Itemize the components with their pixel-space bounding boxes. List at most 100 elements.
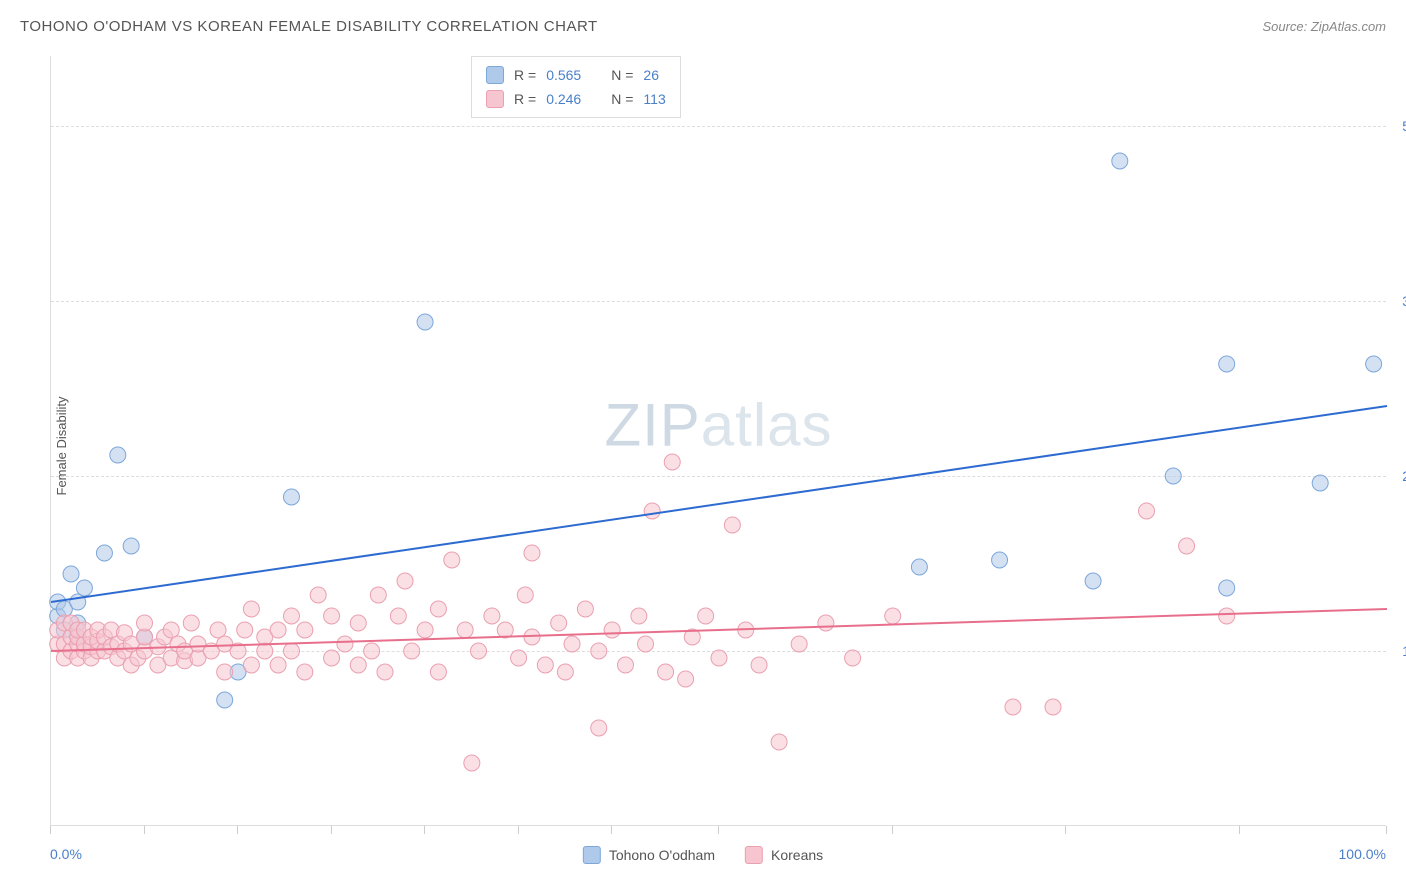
data-point <box>1045 699 1061 715</box>
data-point <box>1219 580 1235 596</box>
y-tick-label: 25.0% <box>1402 468 1406 484</box>
data-point <box>270 622 286 638</box>
data-point <box>1179 538 1195 554</box>
data-point <box>76 580 92 596</box>
data-point <box>457 622 473 638</box>
x-tick <box>1239 826 1240 834</box>
series-name: Koreans <box>771 847 823 863</box>
x-tick <box>611 826 612 834</box>
data-point <box>350 657 366 673</box>
x-axis-min: 0.0% <box>50 846 82 862</box>
data-point <box>698 608 714 624</box>
data-point <box>1005 699 1021 715</box>
data-point <box>638 636 654 652</box>
data-point <box>270 657 286 673</box>
data-point <box>564 636 580 652</box>
data-point <box>123 538 139 554</box>
y-tick-label: 12.5% <box>1402 643 1406 659</box>
data-point <box>350 615 366 631</box>
legend-n-value: 113 <box>643 91 665 107</box>
data-point <box>678 671 694 687</box>
data-point <box>524 545 540 561</box>
data-point <box>63 566 79 582</box>
data-point <box>557 664 573 680</box>
source-label: Source: ZipAtlas.com <box>1262 19 1386 34</box>
data-point <box>724 517 740 533</box>
data-point <box>1112 153 1128 169</box>
series-legend-item: Tohono O'odham <box>583 846 715 864</box>
legend-swatch <box>745 846 763 864</box>
data-point <box>1165 468 1181 484</box>
data-point <box>324 650 340 666</box>
x-tick <box>50 826 51 834</box>
legend-n-label: N = <box>611 67 633 83</box>
data-point <box>217 664 233 680</box>
data-point <box>297 664 313 680</box>
data-point <box>617 657 633 673</box>
data-point <box>217 692 233 708</box>
data-point <box>845 650 861 666</box>
data-point <box>711 650 727 666</box>
data-point <box>511 650 527 666</box>
data-point <box>96 545 112 561</box>
data-point <box>591 643 607 659</box>
scatter-svg <box>51 56 1386 825</box>
chart-title: TOHONO O'ODHAM VS KOREAN FEMALE DISABILI… <box>20 18 598 35</box>
data-point <box>237 622 253 638</box>
data-point <box>430 664 446 680</box>
data-point <box>591 720 607 736</box>
correlation-legend: R =0.565N =26R =0.246N =113 <box>471 56 681 118</box>
y-tick-label: 37.5% <box>1402 293 1406 309</box>
data-point <box>283 608 299 624</box>
series-legend-item: Koreans <box>745 846 823 864</box>
y-tick-label: 50.0% <box>1402 118 1406 134</box>
data-point <box>818 615 834 631</box>
legend-r-value: 0.246 <box>546 91 581 107</box>
data-point <box>137 615 153 631</box>
data-point <box>604 622 620 638</box>
data-point <box>1219 356 1235 372</box>
data-point <box>430 601 446 617</box>
data-point <box>885 608 901 624</box>
x-tick <box>892 826 893 834</box>
data-point <box>992 552 1008 568</box>
data-point <box>183 615 199 631</box>
legend-r-label: R = <box>514 67 536 83</box>
data-point <box>644 503 660 519</box>
x-tick <box>1065 826 1066 834</box>
data-point <box>751 657 767 673</box>
legend-swatch <box>486 66 504 84</box>
x-tick <box>518 826 519 834</box>
data-point <box>297 622 313 638</box>
data-point <box>283 643 299 659</box>
data-point <box>537 657 553 673</box>
data-point <box>1219 608 1235 624</box>
data-point <box>404 643 420 659</box>
series-legend: Tohono O'odham Koreans <box>583 846 823 864</box>
legend-n-label: N = <box>611 91 633 107</box>
data-point <box>397 573 413 589</box>
legend-r-value: 0.565 <box>546 67 581 83</box>
data-point <box>911 559 927 575</box>
data-point <box>324 608 340 624</box>
data-point <box>243 601 259 617</box>
trend-line <box>51 406 1387 602</box>
data-point <box>377 664 393 680</box>
x-tick <box>144 826 145 834</box>
legend-swatch <box>486 90 504 108</box>
data-point <box>484 608 500 624</box>
data-point <box>1312 475 1328 491</box>
data-point <box>1366 356 1382 372</box>
data-point <box>791 636 807 652</box>
x-tick <box>718 826 719 834</box>
data-point <box>370 587 386 603</box>
legend-swatch <box>583 846 601 864</box>
data-point <box>110 447 126 463</box>
data-point <box>631 608 647 624</box>
data-point <box>664 454 680 470</box>
data-point <box>283 489 299 505</box>
x-tick <box>237 826 238 834</box>
data-point <box>577 601 593 617</box>
data-point <box>337 636 353 652</box>
data-point <box>658 664 674 680</box>
